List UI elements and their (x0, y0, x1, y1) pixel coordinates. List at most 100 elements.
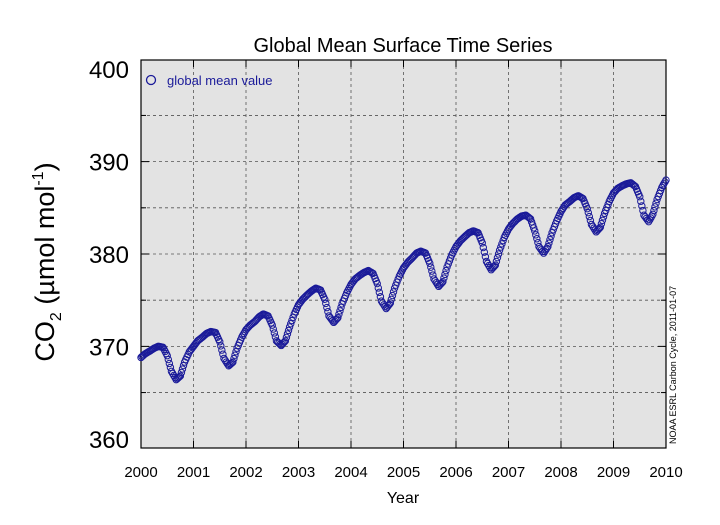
data-point (524, 213, 532, 221)
y-tick-label: 370 (89, 334, 129, 361)
data-point (545, 239, 553, 247)
data-point (375, 288, 384, 297)
x-tick-label: 2009 (597, 464, 630, 481)
data-point (646, 216, 654, 224)
data-point (596, 223, 605, 231)
data-point (270, 329, 279, 337)
data-point (231, 351, 239, 359)
data-point (439, 278, 447, 286)
data-point (427, 263, 435, 271)
data-point (216, 338, 224, 346)
data-point (377, 297, 386, 305)
data-point (494, 250, 503, 258)
data-point (387, 295, 396, 303)
data-point (644, 217, 653, 226)
data-point (268, 321, 276, 329)
data-point (479, 243, 487, 252)
data-point (441, 270, 449, 279)
data-point (583, 205, 591, 213)
data-point (276, 340, 284, 349)
data-point (544, 242, 552, 251)
x-tick-label: 2000 (124, 464, 157, 481)
data-point (218, 346, 226, 354)
data-point (287, 320, 295, 328)
y-axis-label-unit: (µmol mol (30, 186, 60, 313)
data-point (374, 284, 382, 292)
data-point (332, 316, 340, 324)
data-point (662, 176, 670, 184)
data-points (137, 176, 670, 384)
x-tick-label: 2004 (334, 464, 367, 481)
data-point (489, 263, 497, 272)
y-axis-label-subscript: 2 (48, 312, 65, 321)
data-point (385, 300, 394, 309)
y-axis-label-close: ) (30, 162, 60, 171)
data-point (165, 359, 174, 368)
data-point (275, 339, 283, 347)
data-point (495, 246, 504, 255)
x-axis-label: Year (387, 490, 420, 507)
data-point (285, 323, 294, 331)
data-point (333, 315, 341, 323)
data-point (431, 277, 439, 285)
data-point (584, 208, 592, 217)
data-point (531, 227, 539, 235)
axis-ticks (140, 60, 667, 448)
data-point (639, 206, 647, 215)
x-tick-label: 2002 (229, 464, 262, 481)
data-point (335, 310, 343, 318)
data-point (175, 373, 184, 381)
data-point (598, 216, 607, 224)
data-point (389, 288, 398, 296)
data-point (428, 267, 436, 275)
data-point (490, 262, 499, 270)
data-point (239, 331, 247, 339)
data-point (227, 360, 235, 368)
x-tick-label: 2007 (492, 464, 525, 481)
data-point (321, 295, 329, 303)
data-point (336, 307, 344, 315)
y-tick-labels: 360 370 380 390 400 (89, 57, 129, 454)
data-point (636, 193, 644, 201)
data-point (426, 259, 434, 267)
x-tick-label: 2003 (282, 464, 315, 481)
data-point (386, 299, 395, 307)
data-point (480, 248, 489, 256)
data-point (532, 231, 540, 239)
data-point (647, 214, 655, 222)
data-point (230, 354, 238, 363)
data-point (376, 293, 385, 301)
data-point (659, 181, 667, 190)
data-point (288, 316, 296, 325)
data-point (585, 212, 594, 221)
data-point (279, 339, 287, 347)
data-point (437, 280, 445, 288)
data-point (176, 372, 185, 380)
data-point (661, 178, 669, 186)
data-point (221, 356, 229, 364)
data-point (597, 220, 606, 228)
data-point (217, 342, 225, 350)
x-tick-label: 2005 (387, 464, 420, 481)
x-tick-label: 2010 (649, 464, 682, 481)
data-point (595, 224, 604, 233)
y-axis-label-superscript: -1 (30, 171, 47, 185)
data-point (442, 266, 450, 275)
data-point (533, 235, 541, 243)
y-tick-label: 360 (89, 427, 129, 454)
data-point (652, 199, 660, 207)
data-point (373, 279, 381, 288)
data-point (220, 354, 228, 363)
data-point (238, 333, 246, 341)
data-point (229, 358, 237, 366)
y-axis-label-main: CO (30, 321, 60, 362)
data-point (281, 337, 290, 345)
data-point (164, 355, 173, 364)
data-point (587, 220, 596, 229)
data-point (638, 202, 646, 210)
legend-label: global mean value (167, 73, 273, 88)
data-point (497, 243, 505, 251)
data-point (232, 347, 240, 356)
y-tick-label: 380 (89, 242, 129, 269)
